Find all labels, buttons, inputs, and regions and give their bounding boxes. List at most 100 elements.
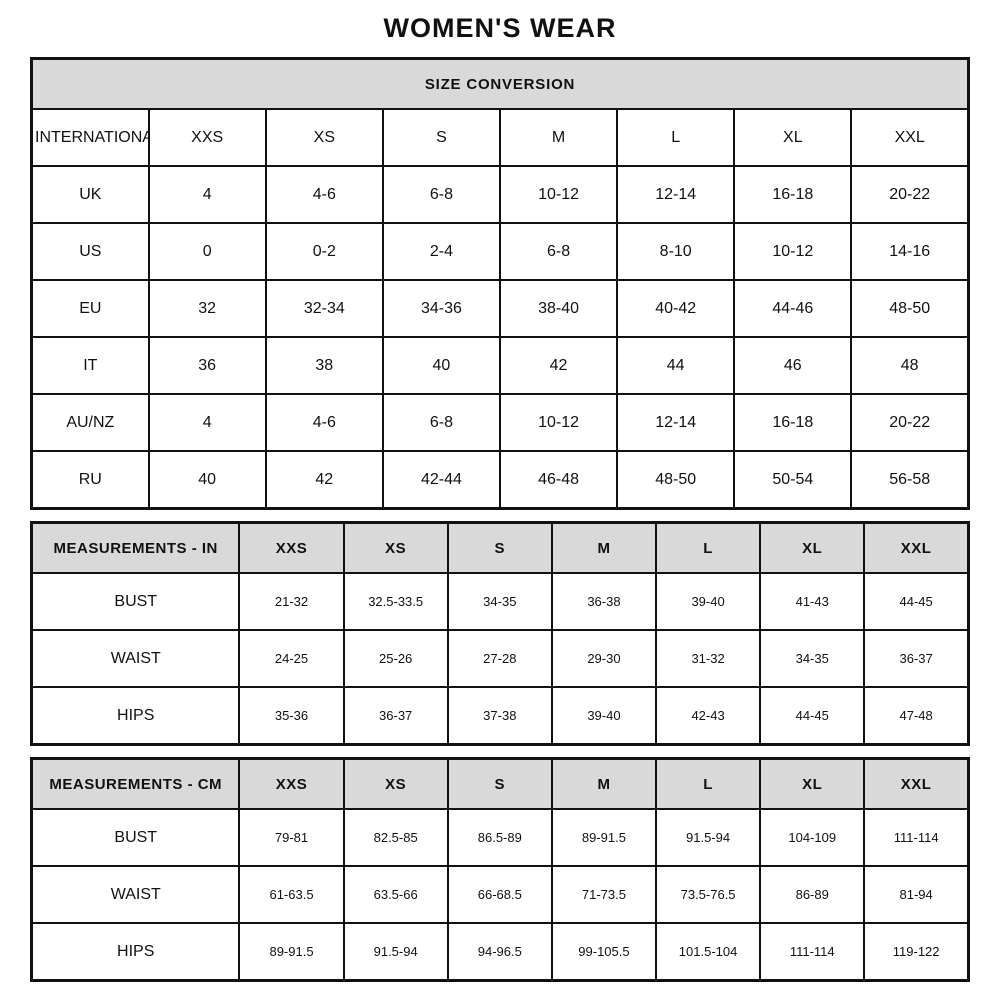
size-cell: 4-6: [264, 165, 384, 225]
size-cell: XXL: [850, 108, 970, 168]
size-cell: 12-14: [616, 393, 736, 453]
size-cell: 12-14: [616, 165, 736, 225]
measurement-cell: 36-37: [342, 686, 449, 746]
measurement-cell: 86.5-89: [446, 808, 553, 868]
table-row: INTERNATIONAL XXS XS S M L XL XXL: [30, 108, 970, 168]
row-label: BUST: [30, 808, 241, 868]
column-header: XL: [759, 521, 866, 575]
size-cell: 6-8: [498, 222, 619, 282]
measurement-cell: 29-30: [550, 629, 658, 689]
measurement-cell: 91.5-94: [342, 922, 449, 982]
table-row: BUST 21-32 32.5-33.5 34-35 36-38 39-40 4…: [30, 572, 970, 632]
size-cell: 34-36: [381, 279, 502, 339]
size-cell: 40-42: [616, 279, 736, 339]
row-label: BUST: [30, 572, 241, 632]
measurements-in-table: MEASUREMENTS - IN XXS XS S M L XL XXL BU…: [30, 521, 970, 747]
measurement-cell: 44-45: [759, 686, 866, 746]
size-cell: 4: [147, 165, 267, 225]
size-cell: 6-8: [381, 165, 502, 225]
size-cell: 50-54: [733, 450, 853, 510]
size-cell: 56-58: [850, 450, 970, 510]
size-cell: 10-12: [498, 393, 619, 453]
column-header: XS: [342, 757, 449, 811]
measurement-cell: 119-122: [863, 922, 970, 982]
table-row: WAIST 24-25 25-26 27-28 29-30 31-32 34-3…: [30, 629, 970, 689]
size-cell: 44: [616, 336, 736, 396]
size-cell: 0: [147, 222, 267, 282]
measurement-cell: 61-63.5: [238, 865, 345, 925]
size-cell: XS: [264, 108, 384, 168]
measurement-cell: 31-32: [655, 629, 762, 689]
measurement-cell: 44-45: [863, 572, 970, 632]
measurement-cell: 81-94: [863, 865, 970, 925]
size-cell: 10-12: [498, 165, 619, 225]
column-header: XL: [759, 757, 866, 811]
size-cell: 38-40: [498, 279, 619, 339]
size-cell: 46-48: [498, 450, 619, 510]
size-cell: 42: [498, 336, 619, 396]
measurement-cell: 24-25: [238, 629, 345, 689]
size-cell: 40: [147, 450, 267, 510]
measurement-cell: 32.5-33.5: [342, 572, 449, 632]
table-row: US 0 0-2 2-4 6-8 8-10 10-12 14-16: [30, 222, 970, 282]
size-cell: 4-6: [264, 393, 384, 453]
row-label: AU/NZ: [30, 393, 150, 453]
size-cell: XXS: [147, 108, 267, 168]
size-cell: 42-44: [381, 450, 502, 510]
row-label: INTERNATIONAL: [30, 108, 150, 168]
size-cell: 32-34: [264, 279, 384, 339]
size-cell: 8-10: [616, 222, 736, 282]
column-header: XXS: [238, 757, 345, 811]
size-cell: 48-50: [616, 450, 736, 510]
size-cell: XL: [733, 108, 853, 168]
measurement-cell: 82.5-85: [342, 808, 449, 868]
size-cell: 4: [147, 393, 267, 453]
measurement-cell: 34-35: [759, 629, 866, 689]
measurement-cell: 47-48: [863, 686, 970, 746]
table-row: AU/NZ 4 4-6 6-8 10-12 12-14 16-18 20-22: [30, 393, 970, 453]
size-cell: 20-22: [850, 393, 970, 453]
row-label: WAIST: [30, 865, 241, 925]
measurement-cell: 73.5-76.5: [655, 865, 762, 925]
column-header: S: [446, 521, 553, 575]
measurement-cell: 66-68.5: [446, 865, 553, 925]
measurement-cell: 39-40: [655, 572, 762, 632]
size-cell: 38: [264, 336, 384, 396]
size-cell: 16-18: [733, 393, 853, 453]
measurement-cell: 89-91.5: [550, 808, 658, 868]
size-cell: 32: [147, 279, 267, 339]
measurement-cell: 37-38: [446, 686, 553, 746]
measurement-cell: 111-114: [863, 808, 970, 868]
size-cell: 48-50: [850, 279, 970, 339]
measurement-cell: 86-89: [759, 865, 866, 925]
measurement-cell: 111-114: [759, 922, 866, 982]
page-title: WOMEN'S WEAR: [383, 13, 617, 43]
measurement-cell: 39-40: [550, 686, 658, 746]
table-header-row: MEASUREMENTS - IN XXS XS S M L XL XXL: [30, 521, 970, 575]
size-conversion-header: SIZE CONVERSION: [30, 57, 970, 111]
row-label: WAIST: [30, 629, 241, 689]
size-cell: 10-12: [733, 222, 853, 282]
column-header: XXS: [238, 521, 345, 575]
measurement-cell: 89-91.5: [238, 922, 345, 982]
column-header: XXL: [863, 521, 970, 575]
table-row: HIPS 89-91.5 91.5-94 94-96.5 99-105.5 10…: [30, 922, 970, 982]
size-cell: L: [616, 108, 736, 168]
size-cell: 42: [264, 450, 384, 510]
size-cell: 14-16: [850, 222, 970, 282]
size-cell: 2-4: [381, 222, 502, 282]
table-banner-row: SIZE CONVERSION: [30, 57, 970, 111]
measurements-cm-table: MEASUREMENTS - CM XXS XS S M L XL XXL BU…: [30, 757, 970, 983]
size-cell: M: [498, 108, 619, 168]
size-conversion-table: SIZE CONVERSION INTERNATIONAL XXS XS S M…: [30, 57, 970, 511]
table-row: RU 40 42 42-44 46-48 48-50 50-54 56-58: [30, 450, 970, 510]
measurement-cell: 91.5-94: [655, 808, 762, 868]
measurement-cell: 63.5-66: [342, 865, 449, 925]
table-row: IT 36 38 40 42 44 46 48: [30, 336, 970, 396]
measurement-cell: 104-109: [759, 808, 866, 868]
table-row: WAIST 61-63.5 63.5-66 66-68.5 71-73.5 73…: [30, 865, 970, 925]
row-label: RU: [30, 450, 150, 510]
column-header: XXL: [863, 757, 970, 811]
measurement-cell: 25-26: [342, 629, 449, 689]
